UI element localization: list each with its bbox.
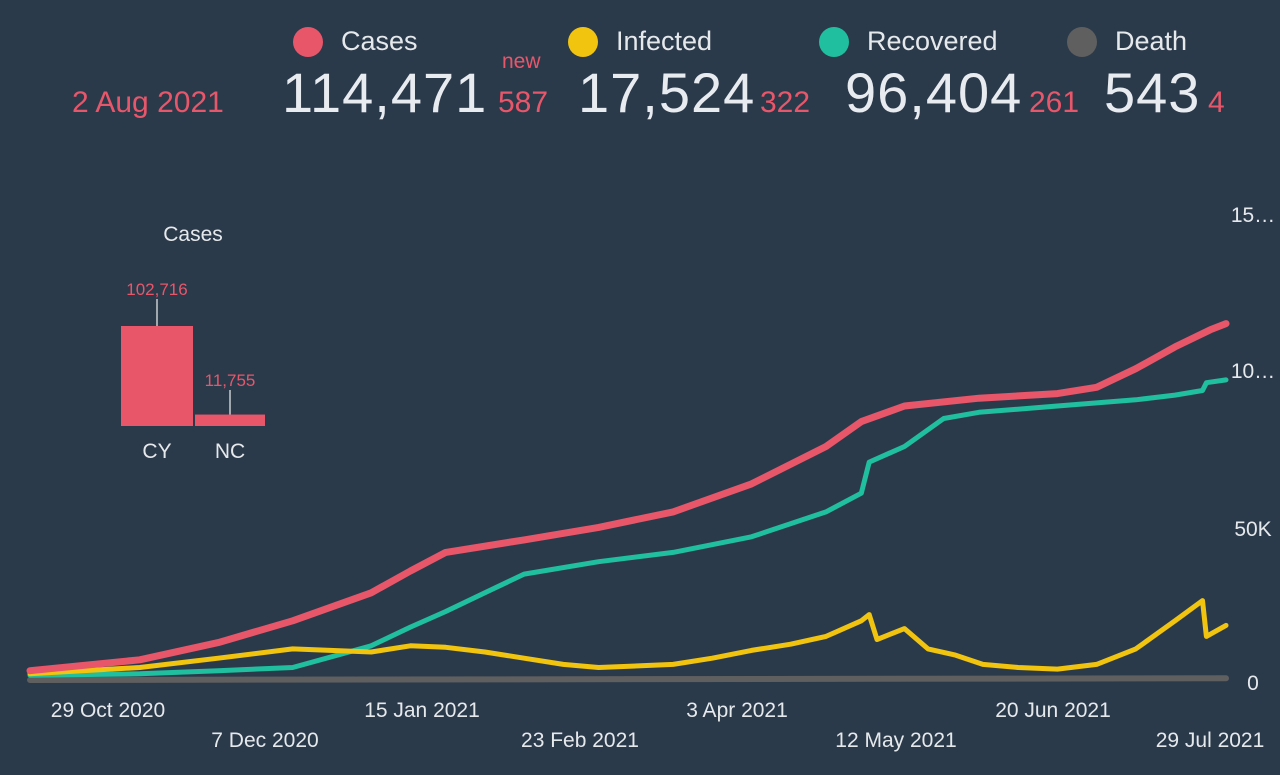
x-tick-label: 15 Jan 2021 bbox=[364, 699, 480, 722]
series-line-infected bbox=[27, 598, 1229, 677]
infected-total: 17,524 bbox=[578, 61, 756, 124]
x-tick-label: 20 Jun 2021 bbox=[995, 699, 1111, 722]
recovered-total: 96,404 bbox=[845, 61, 1023, 124]
legend-infected-label: Infected bbox=[616, 26, 713, 56]
series-line-cases bbox=[26, 320, 1230, 675]
death-new: 4 bbox=[1208, 86, 1225, 119]
x-tick-label: 3 Apr 2021 bbox=[686, 699, 788, 722]
y-tick-label: 50K bbox=[1234, 518, 1271, 541]
legend-cases[interactable]: Cases bbox=[293, 26, 418, 57]
death-dot-icon bbox=[1067, 26, 1097, 57]
x-tick-label: 7 Dec 2020 bbox=[211, 729, 318, 752]
x-tick-label: 23 Feb 2021 bbox=[521, 729, 639, 752]
bar-value-label: 102,716 bbox=[126, 280, 187, 299]
recovered-new: 261 bbox=[1029, 86, 1080, 119]
legend-death[interactable]: Death bbox=[1067, 26, 1187, 57]
cases-dot-icon bbox=[293, 26, 323, 57]
infected-new: 322 bbox=[760, 86, 811, 119]
x-tick-label: 12 May 2021 bbox=[835, 729, 956, 752]
cases-new: 587 bbox=[498, 86, 549, 119]
bar-chart-title: Cases bbox=[163, 223, 223, 246]
x-tick-label: 29 Oct 2020 bbox=[51, 699, 165, 722]
bar-category-label: CY bbox=[142, 440, 171, 463]
infected-dot-icon bbox=[568, 26, 598, 57]
legend-cases-label: Cases bbox=[341, 26, 418, 56]
y-tick-label: 10… bbox=[1231, 360, 1275, 383]
bar-value-label: 11,755 bbox=[205, 371, 256, 390]
new-label: new bbox=[502, 50, 541, 73]
y-tick-label: 0 bbox=[1247, 672, 1259, 695]
bar-nc[interactable] bbox=[195, 414, 265, 426]
legend-recovered[interactable]: Recovered bbox=[819, 26, 998, 57]
legend-recovered-label: Recovered bbox=[867, 26, 998, 56]
recovered-dot-icon bbox=[819, 26, 849, 57]
cases-total: 114,471 bbox=[282, 61, 488, 124]
y-tick-label: 15… bbox=[1231, 204, 1275, 227]
series-line-recovered bbox=[27, 377, 1229, 678]
legend-infected[interactable]: Infected bbox=[568, 26, 712, 57]
series-line-death bbox=[27, 675, 1229, 683]
x-tick-label: 29 Jul 2021 bbox=[1156, 729, 1265, 752]
report-date: 2 Aug 2021 bbox=[72, 86, 224, 119]
bar-category-label: NC bbox=[215, 440, 245, 463]
legend-death-label: Death bbox=[1115, 26, 1188, 56]
death-total: 543 bbox=[1104, 61, 1201, 124]
bar-cy[interactable] bbox=[121, 326, 193, 426]
